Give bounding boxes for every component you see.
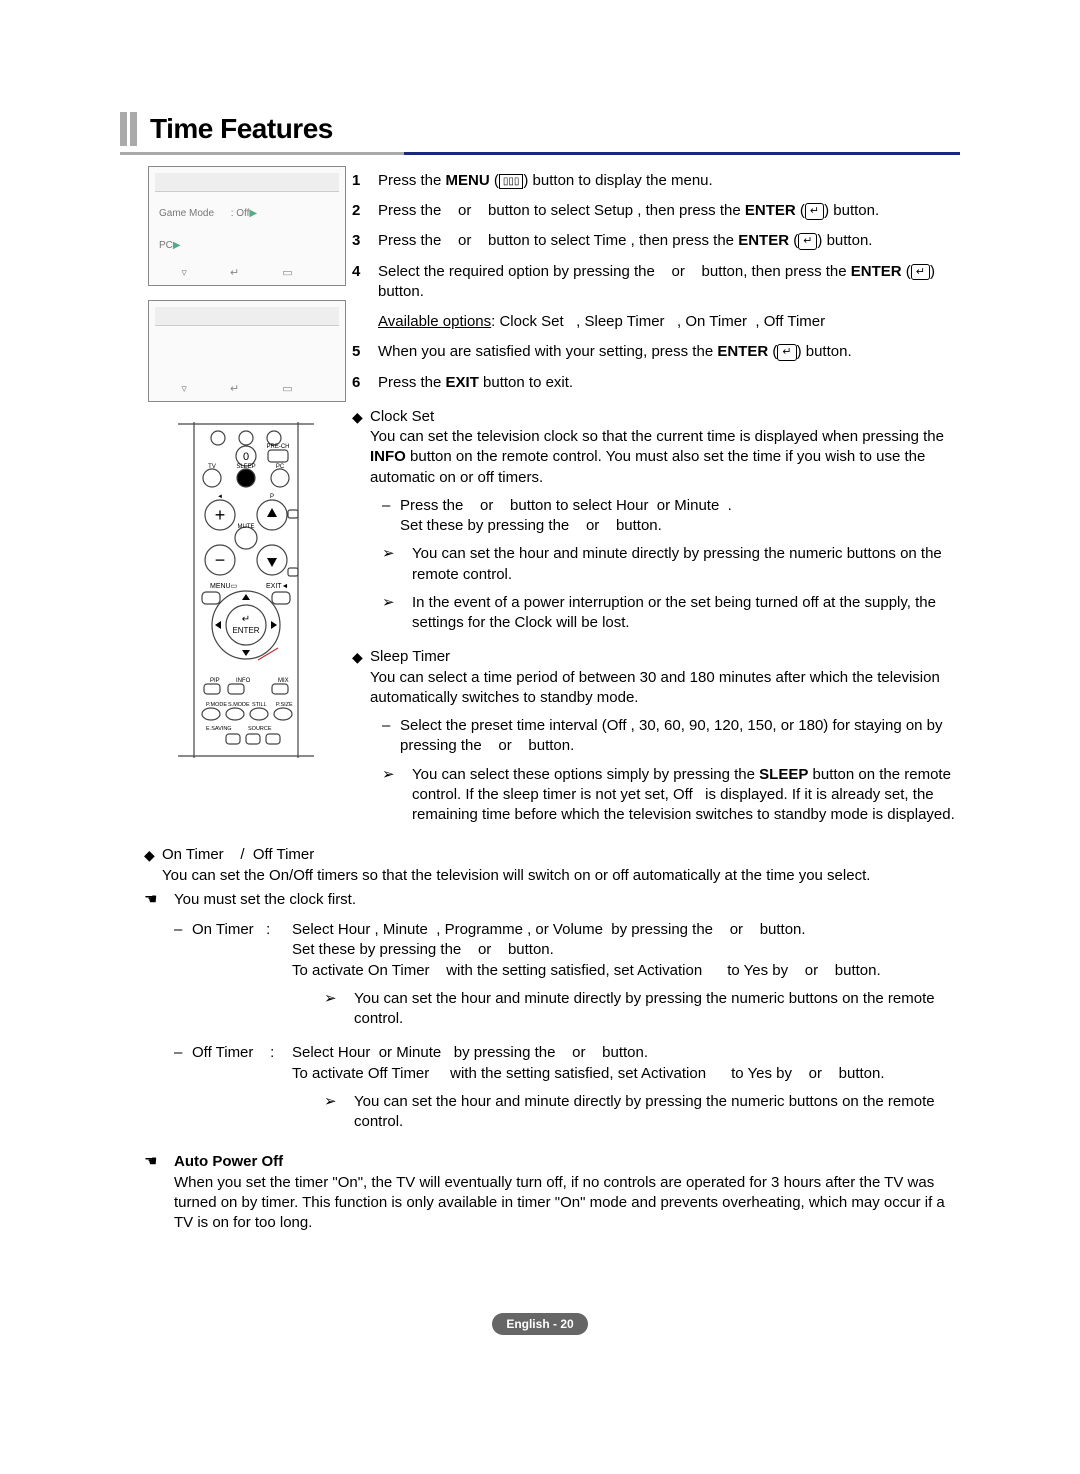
svg-text:MENU▭: MENU▭ — [210, 583, 237, 590]
svg-text:P: P — [270, 494, 274, 500]
steps-area: 1Press the MENU (▯▯▯) button to display … — [352, 165, 960, 826]
page-footer-label: English - 20 — [492, 1313, 587, 1335]
svg-text:ENTER: ENTER — [232, 626, 259, 635]
step-body: Select the required option by pressing t… — [378, 262, 960, 333]
dash-icon: – — [382, 496, 400, 537]
diamond-bullet-icon: ◆ — [352, 407, 370, 634]
on-timer-label: On Timer : — [192, 920, 292, 981]
clock-set-body: You can set the television clock so that… — [370, 427, 960, 488]
svg-text:−: − — [215, 550, 226, 570]
arrow-icon: ➢ — [382, 544, 412, 585]
sleep-timer-section: ◆ Sleep Timer You can select a time peri… — [352, 647, 960, 825]
onoff-title: On Timer / Off Timer — [162, 845, 960, 865]
svg-text:S.MODE: S.MODE — [228, 702, 250, 708]
svg-text:MIX: MIX — [278, 678, 289, 684]
svg-text:MUTE: MUTE — [238, 524, 255, 530]
hand-icon: ☚ — [144, 1152, 174, 1233]
sleep-title: Sleep Timer — [370, 647, 960, 667]
dash-icon: – — [174, 920, 192, 981]
clock-dash: Press the or button to select Hour or Mi… — [400, 496, 960, 537]
step-body: Press the EXIT button to exit. — [378, 373, 960, 393]
auto-power-body: When you set the timer "On", the TV will… — [174, 1174, 945, 1232]
clock-arrow2: In the event of a power interruption or … — [412, 593, 960, 634]
hand-icon: ☚ — [144, 890, 174, 910]
step-num: 6 — [352, 373, 378, 393]
title-underline — [120, 152, 960, 155]
arrow-icon: ➢ — [382, 593, 412, 634]
svg-text:P.MODE: P.MODE — [206, 702, 227, 708]
osd-screenshot-2: ▿ ↵ ▭ — [148, 300, 346, 402]
step-body: When you are satisfied with your setting… — [378, 342, 960, 362]
osd-screenshot-1: Game Mode : Off▶ PC▶ ▿ ↵ ▭ — [148, 166, 346, 286]
remote-control-illustration: 0 PRE-CH TV SLEEP PC + − MUTE ◄ P MENU▭ — [148, 420, 344, 760]
svg-text:PC: PC — [276, 464, 285, 470]
auto-power-off-section: ☚ Auto Power Off When you set the timer … — [120, 1152, 960, 1233]
dash-icon: – — [382, 716, 400, 757]
svg-text:INFO: INFO — [236, 678, 251, 684]
on-off-timer-section: ◆ On Timer / Off Timer You can set the O… — [120, 845, 960, 1132]
clock-set-section: ◆ Clock Set You can set the television c… — [352, 407, 960, 634]
step-num: 2 — [352, 201, 378, 221]
title-bars — [120, 112, 140, 146]
onoff-body: You can set the On/Off timers so that th… — [162, 866, 960, 886]
page-footer: English - 20 — [120, 1313, 960, 1335]
step-body: Press the or button to select Time , the… — [378, 231, 960, 251]
svg-text:SOURCE: SOURCE — [248, 726, 272, 732]
step-body: Press the MENU (▯▯▯) button to display t… — [378, 171, 960, 191]
step-num: 3 — [352, 231, 378, 251]
clock-arrow1: You can set the hour and minute directly… — [412, 544, 960, 585]
onoff-hand-note: You must set the clock first. — [174, 890, 960, 910]
svg-text:↵: ↵ — [242, 614, 250, 625]
diamond-bullet-icon: ◆ — [352, 647, 370, 825]
page: Time Features Game Mode : Off▶ PC▶ ▿ ↵ ▭… — [120, 0, 960, 1395]
svg-text:PIP: PIP — [210, 678, 220, 684]
svg-text:TV: TV — [208, 464, 216, 470]
auto-power-title: Auto Power Off — [174, 1153, 283, 1170]
step-num: 5 — [352, 342, 378, 362]
svg-text:0: 0 — [243, 451, 249, 463]
arrow-icon: ➢ — [324, 1092, 354, 1133]
off-timer-body: Select Hour or Minute by pressing the or… — [292, 1043, 960, 1084]
off-timer-label: Off Timer : — [192, 1043, 292, 1084]
arrow-icon: ➢ — [382, 765, 412, 826]
sleep-dash: Select the preset time interval (Off , 3… — [400, 716, 960, 757]
svg-text:+: + — [215, 505, 226, 525]
numbered-steps: 1Press the MENU (▯▯▯) button to display … — [352, 165, 960, 393]
svg-text:◄: ◄ — [217, 494, 223, 500]
svg-text:PRE-CH: PRE-CH — [266, 444, 289, 450]
arrow-icon: ➢ — [324, 989, 354, 1030]
svg-text:SLEEP: SLEEP — [236, 464, 255, 470]
step-body: Press the or button to select Setup , th… — [378, 201, 960, 221]
svg-text:EXIT◄: EXIT◄ — [266, 583, 289, 590]
sleep-arrow: You can select these options simply by p… — [412, 765, 960, 826]
diamond-bullet-icon: ◆ — [144, 845, 162, 886]
svg-text:P.SIZE: P.SIZE — [276, 702, 293, 708]
off-timer-arrow: You can set the hour and minute directly… — [354, 1092, 960, 1133]
on-timer-arrow: You can set the hour and minute directly… — [354, 989, 960, 1030]
svg-text:STILL: STILL — [252, 702, 267, 708]
svg-text:E.SAVING: E.SAVING — [206, 726, 232, 732]
clock-set-title: Clock Set — [370, 407, 960, 427]
step-num: 1 — [352, 171, 378, 191]
sleep-body: You can select a time period of between … — [370, 668, 960, 709]
dash-icon: – — [174, 1043, 192, 1084]
title-block: Time Features — [120, 110, 960, 148]
step-num: 4 — [352, 262, 378, 333]
page-title: Time Features — [150, 110, 333, 148]
on-timer-body: Select Hour , Minute , Programme , or Vo… — [292, 920, 960, 981]
